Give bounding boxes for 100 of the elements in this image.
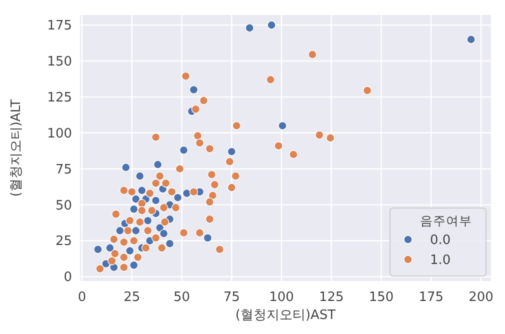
point — [210, 180, 220, 190]
point — [165, 239, 174, 248]
point — [132, 194, 140, 204]
point — [315, 130, 324, 140]
x-tick-label: 25 — [124, 290, 140, 305]
point — [151, 196, 160, 205]
point — [110, 249, 120, 258]
point — [195, 228, 204, 238]
legend-label: 0.0 — [430, 233, 451, 248]
point — [179, 228, 188, 238]
point — [215, 245, 224, 254]
y-axis-title: (혈청지오티)ALT — [9, 99, 24, 197]
point — [225, 157, 234, 166]
point — [132, 226, 140, 236]
point — [143, 226, 152, 236]
point — [179, 146, 188, 155]
point — [126, 246, 134, 256]
point — [96, 264, 104, 274]
point — [130, 236, 138, 246]
x-tick-label: 100 — [269, 290, 294, 305]
point — [167, 188, 176, 196]
point — [141, 244, 150, 252]
point — [120, 186, 128, 195]
point — [195, 138, 204, 148]
point — [145, 188, 154, 198]
point — [207, 170, 216, 179]
x-axis-title: (혈청지오티)AST — [235, 308, 336, 323]
x-tick-label: 0 — [78, 290, 86, 305]
point — [278, 121, 287, 130]
point — [181, 72, 190, 80]
point — [155, 172, 164, 180]
point — [203, 234, 212, 242]
y-tick-label: 100 — [47, 126, 72, 142]
point — [122, 163, 130, 172]
x-tick-label: 125 — [318, 290, 344, 305]
y-tick-label: 25 — [55, 234, 72, 250]
point — [245, 24, 254, 32]
point — [138, 186, 146, 195]
point — [232, 121, 241, 130]
x-tick-label: 75 — [223, 290, 240, 305]
point — [151, 132, 160, 142]
y-tick-label: 175 — [47, 18, 72, 34]
point — [120, 262, 128, 272]
point — [160, 218, 170, 226]
point — [106, 244, 114, 252]
point — [189, 188, 198, 196]
point — [161, 178, 170, 188]
point — [120, 238, 128, 247]
x-tick-label: 175 — [418, 290, 444, 305]
point — [151, 178, 160, 188]
point — [130, 204, 138, 214]
point — [205, 144, 214, 154]
point — [120, 252, 128, 262]
point — [362, 86, 372, 95]
y-tick-label: 50 — [55, 198, 72, 214]
point — [134, 252, 142, 262]
point — [182, 188, 192, 198]
point — [173, 193, 182, 202]
point — [116, 226, 124, 236]
legend-title: 음주여부 — [420, 213, 472, 228]
point — [205, 198, 214, 206]
y-tick-label: 125 — [47, 90, 72, 106]
point — [193, 131, 202, 140]
point — [231, 172, 240, 180]
y-tick-label: 0 — [64, 270, 72, 286]
point — [138, 206, 146, 215]
point — [108, 256, 116, 266]
point — [159, 203, 168, 212]
point — [274, 141, 283, 150]
point — [153, 160, 162, 169]
point — [136, 218, 144, 226]
point — [94, 245, 102, 254]
y-tick-label: 75 — [55, 162, 72, 178]
point — [147, 206, 156, 215]
point — [466, 35, 476, 44]
point — [289, 150, 298, 159]
point — [175, 164, 184, 174]
y-tick-label: 150 — [47, 54, 72, 70]
x-tick-label: 150 — [368, 290, 394, 305]
point — [130, 260, 138, 270]
point — [208, 191, 218, 200]
point — [143, 216, 152, 225]
point — [205, 214, 214, 224]
point — [308, 50, 317, 59]
point — [191, 104, 200, 114]
point — [151, 234, 160, 242]
point — [227, 147, 236, 156]
point — [227, 183, 236, 192]
x-tick-label: 200 — [468, 290, 494, 305]
point — [157, 244, 166, 252]
point — [126, 216, 134, 225]
point — [159, 229, 168, 238]
point — [138, 199, 146, 208]
point — [199, 96, 208, 105]
point — [189, 85, 198, 94]
point — [326, 134, 335, 142]
point — [171, 203, 180, 212]
point — [110, 234, 118, 244]
point — [128, 188, 136, 196]
point — [136, 172, 144, 180]
